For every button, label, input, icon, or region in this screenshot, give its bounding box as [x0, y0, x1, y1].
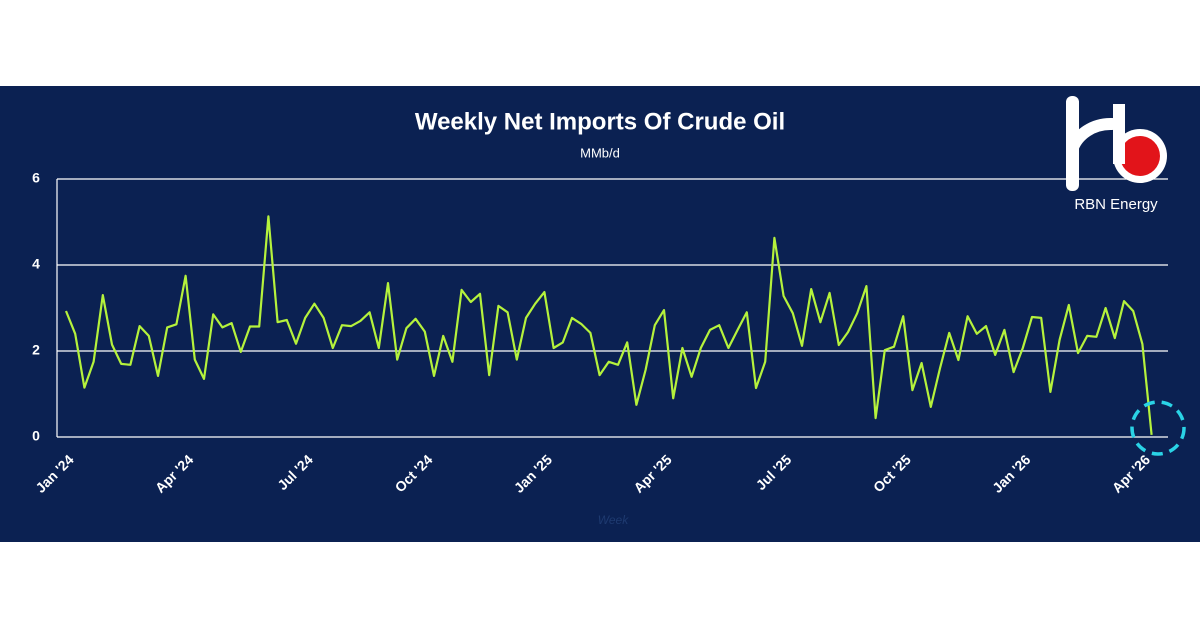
x-axis-label: Week — [598, 513, 629, 527]
logo-b-inner — [1120, 136, 1160, 176]
logo-b-stem — [1113, 104, 1125, 164]
chart-subtitle: MMb/d — [580, 145, 620, 160]
y-tick-label: 4 — [32, 256, 40, 272]
y-tick-label: 6 — [32, 170, 40, 186]
chart-title: Weekly Net Imports Of Crude Oil — [415, 108, 785, 135]
logo: RBN Energy — [1066, 96, 1167, 213]
y-tick-label: 2 — [32, 342, 40, 358]
highlight-circle — [1130, 400, 1186, 456]
y-tick-label: 0 — [32, 428, 40, 444]
data-line — [64, 215, 1153, 436]
brand-name: RBN Energy — [1074, 196, 1158, 213]
chart-panel — [0, 86, 1200, 542]
logo-r — [1066, 117, 1118, 186]
